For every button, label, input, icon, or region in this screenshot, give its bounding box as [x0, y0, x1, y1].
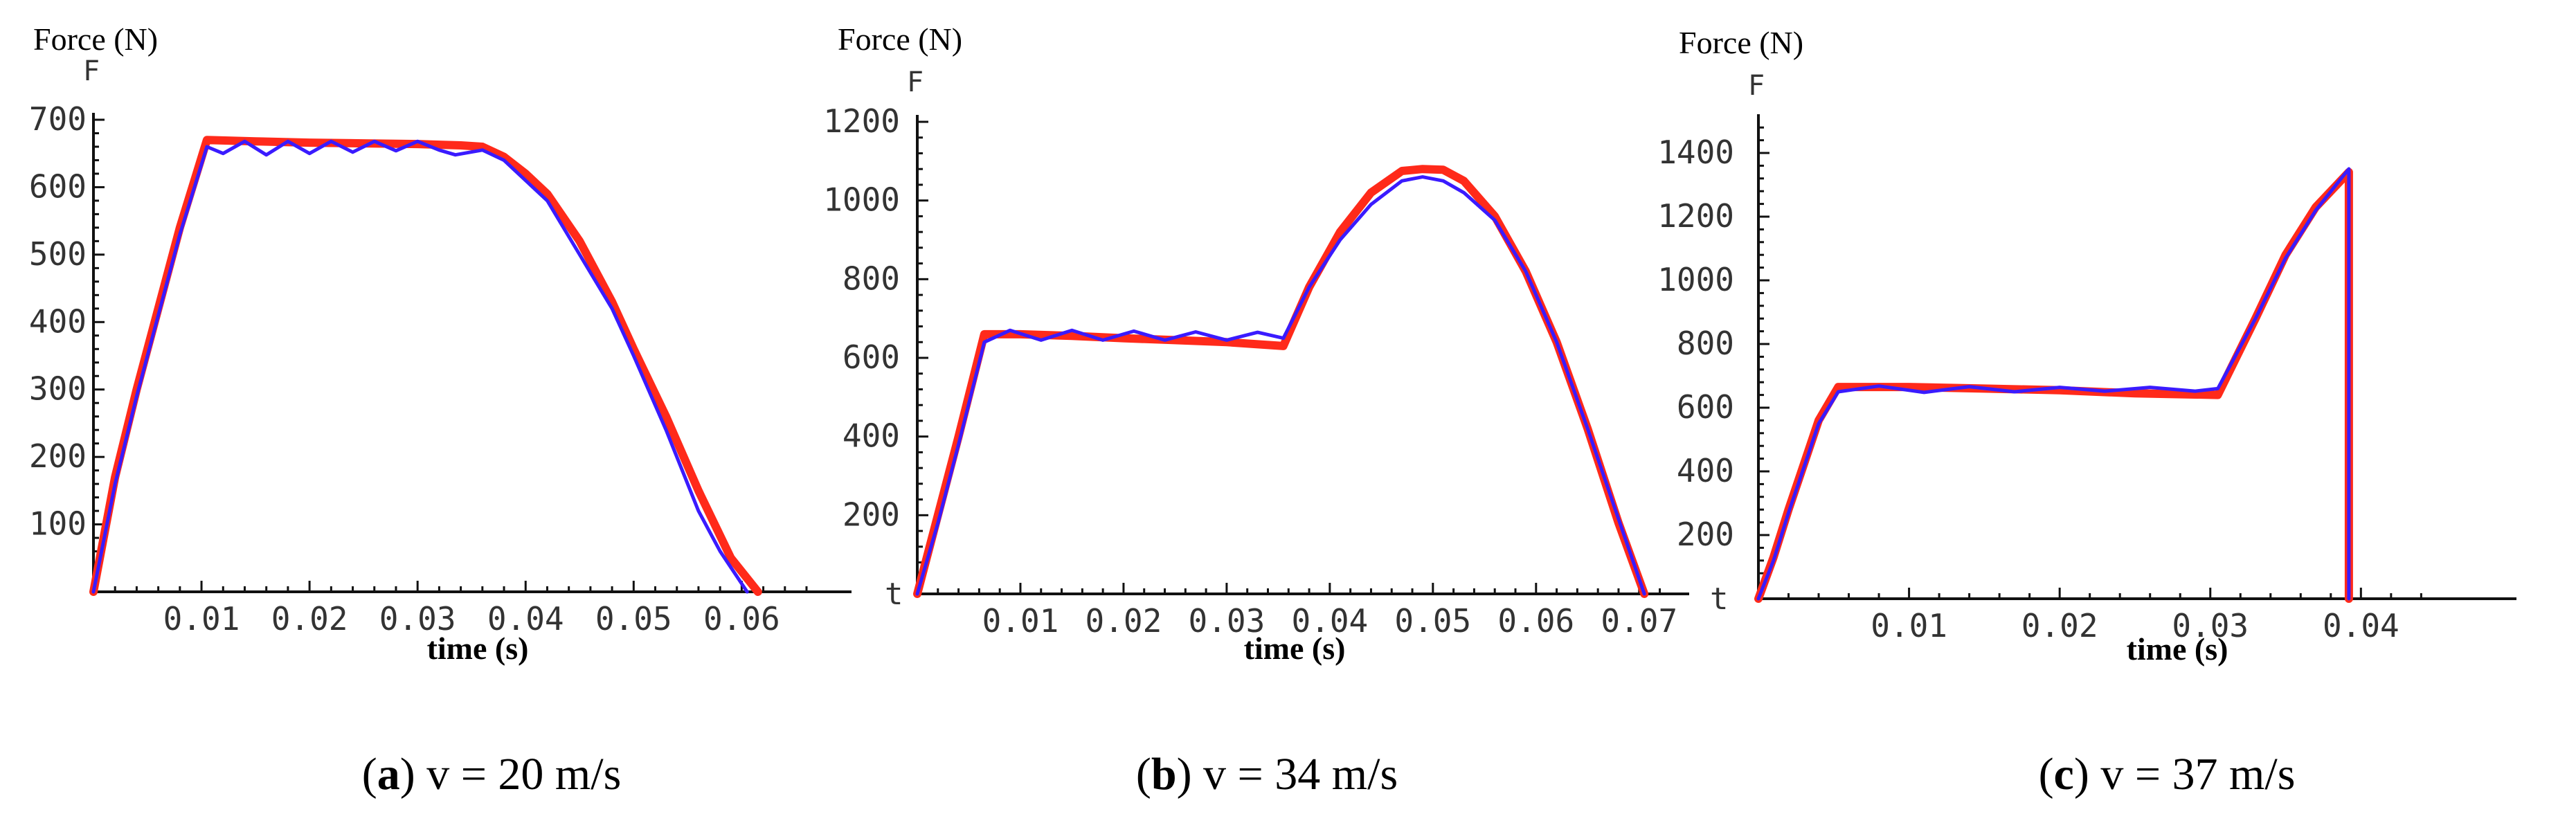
x-tick-label: 0.06	[703, 600, 780, 637]
caption-open-paren: (	[1136, 749, 1151, 799]
series-line-red	[913, 165, 1649, 598]
y-tick-label: 500	[29, 235, 87, 273]
y-tick-label: 800	[843, 260, 900, 297]
x-axis-letter: t	[885, 577, 903, 612]
y-axis-letter: F	[907, 66, 924, 98]
y-axis-letter: F	[83, 55, 100, 87]
y-tick-label: 1200	[823, 102, 900, 140]
panel-a: Force (N)F 0.01 0.02 0.03 0.04 0.05 0.06 100 200…	[29, 21, 852, 799]
y-tick-label: 200	[29, 437, 87, 475]
y-tick-label: 700	[29, 100, 87, 138]
panel-caption: (a) v = 20 m/s	[362, 749, 622, 799]
y-axis-title: Force (N)	[1679, 25, 1803, 60]
x-tick-label: 0.04	[2323, 607, 2399, 644]
caption-speed: v = 37 m/s	[2089, 749, 2296, 799]
y-axis-letter: F	[1748, 70, 1765, 102]
y-tick-label: 300	[29, 370, 87, 408]
caption-speed: v = 34 m/s	[1192, 749, 1398, 799]
x-tick-label: 0.02	[2021, 607, 2098, 644]
x-tick-label: 0.05	[595, 600, 672, 637]
panel-caption: (b) v = 34 m/s	[1136, 749, 1398, 799]
caption-tag: b	[1151, 749, 1177, 799]
series-line-blue	[915, 175, 1646, 596]
y-tick-label: 1200	[1657, 197, 1734, 235]
caption-open-paren: (	[362, 749, 377, 799]
y-tick-label: 1400	[1657, 134, 1734, 171]
x-tick-label: 0.01	[163, 600, 240, 637]
series-line-blue	[1756, 167, 2351, 601]
y-tick-label: 400	[29, 302, 87, 340]
x-axis-title: time (s)	[2127, 631, 2228, 667]
x-tick-label: 0.03	[379, 600, 456, 637]
y-tick-label: 600	[843, 338, 900, 376]
panel-b: Force (N) Ft 0.01 0.02 0.03 0.04 0.05 0.06 0.07 2…	[823, 21, 1689, 799]
y-tick-label: 800	[1677, 325, 1734, 362]
series-line-red	[1754, 168, 2353, 603]
x-tick-label: 0.03	[2172, 607, 2249, 644]
x-tick-label: 0.02	[1086, 602, 1162, 640]
y-tick-label: 100	[29, 505, 87, 543]
y-axis-title: Force (N)	[838, 21, 962, 57]
x-tick-label: 0.04	[1291, 602, 1368, 640]
x-axis-title: time (s)	[427, 631, 529, 666]
caption-tag: c	[2054, 749, 2074, 799]
x-tick-label: 0.01	[1871, 607, 1947, 644]
caption-close-paren: )	[1177, 749, 1192, 799]
series-line-red	[89, 136, 762, 596]
caption-close-paren: )	[2074, 749, 2089, 799]
caption-tag: a	[377, 749, 400, 799]
y-tick-label: 600	[1677, 388, 1734, 426]
x-tick-label: 0.06	[1497, 602, 1574, 640]
x-axis-letter: t	[1710, 581, 1729, 617]
y-tick-label: 1000	[1657, 261, 1734, 298]
x-tick-label: 0.07	[1601, 602, 1677, 640]
y-axis-title: Force (N)	[33, 21, 158, 57]
x-axis-title: time (s)	[1244, 631, 1346, 666]
x-tick-label: 0.02	[271, 600, 348, 637]
caption-open-paren: (	[2039, 749, 2054, 799]
panel-caption: (c) v = 37 m/s	[2039, 749, 2296, 799]
y-tick-label: 600	[29, 168, 87, 205]
x-tick-label: 0.04	[487, 600, 564, 637]
x-tick-label: 0.01	[982, 602, 1059, 640]
y-tick-label: 400	[843, 417, 900, 455]
series-line-blue	[91, 139, 749, 594]
x-tick-label: 0.03	[1189, 602, 1266, 640]
caption-close-paren: )	[400, 749, 415, 799]
y-tick-label: 200	[843, 496, 900, 533]
y-tick-label: 200	[1677, 516, 1734, 553]
panel-c: Force (N) Ft 0.01 0.02 0.03 0.04 200 400 600 800 1…	[1657, 25, 2516, 799]
y-tick-label: 1000	[823, 181, 900, 219]
y-tick-label: 400	[1677, 452, 1734, 489]
caption-speed: v = 20 m/s	[415, 749, 622, 799]
x-tick-label: 0.05	[1394, 602, 1471, 640]
